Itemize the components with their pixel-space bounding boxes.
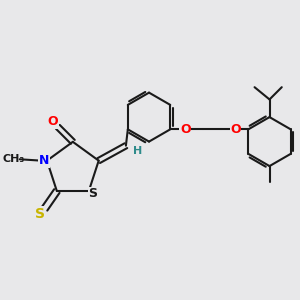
Text: H: H [133, 146, 142, 156]
Text: O: O [180, 123, 190, 136]
Text: O: O [230, 123, 241, 136]
Text: CH₃: CH₃ [3, 154, 25, 164]
Text: S: S [35, 207, 45, 220]
Text: O: O [48, 116, 58, 128]
Text: S: S [88, 187, 98, 200]
Text: N: N [38, 154, 49, 167]
